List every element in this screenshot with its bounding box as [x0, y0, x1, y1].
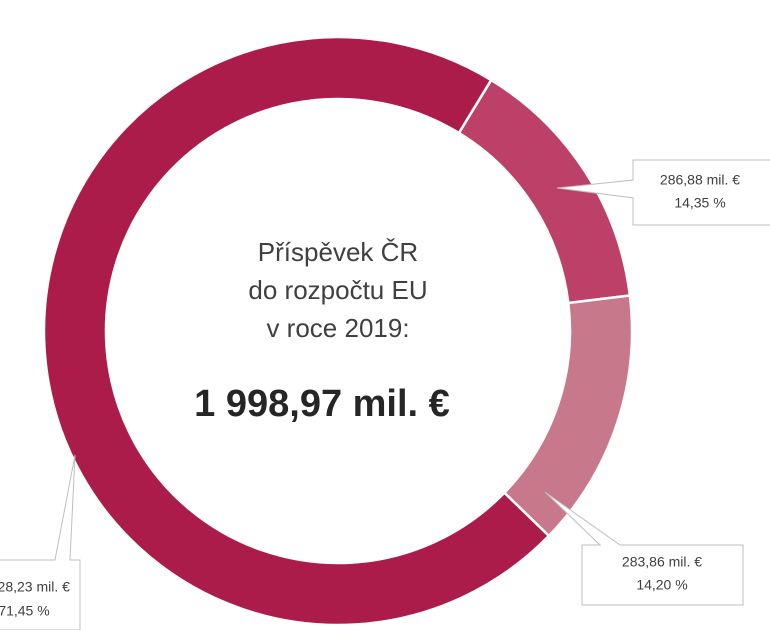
percent-label: 14,20 % — [636, 577, 687, 593]
center-line: Příspěvek ČR — [258, 237, 418, 267]
callout-box — [556, 159, 770, 226]
donut-segment — [502, 294, 634, 538]
value-label: 1 428,23 mil. € — [0, 579, 70, 595]
callouts: 286,88 mil. € 14,35 % 283,86 mil. € 14,20 %… — [0, 159, 770, 630]
value-label: 283,86 mil. € — [622, 554, 702, 570]
value-label: 286,88 mil. € — [660, 172, 740, 188]
total-label: 1 998,97 mil. € — [194, 383, 450, 425]
center-line: v roce 2019: — [266, 313, 409, 343]
donut-segment — [42, 35, 551, 627]
callout-box — [544, 491, 744, 606]
callout-box — [0, 454, 81, 630]
percent-label: 14,35 % — [674, 195, 725, 211]
donut — [42, 35, 634, 627]
percent-label: 71,45 % — [0, 603, 50, 619]
center-line: do rozpočtu EU — [248, 275, 427, 305]
